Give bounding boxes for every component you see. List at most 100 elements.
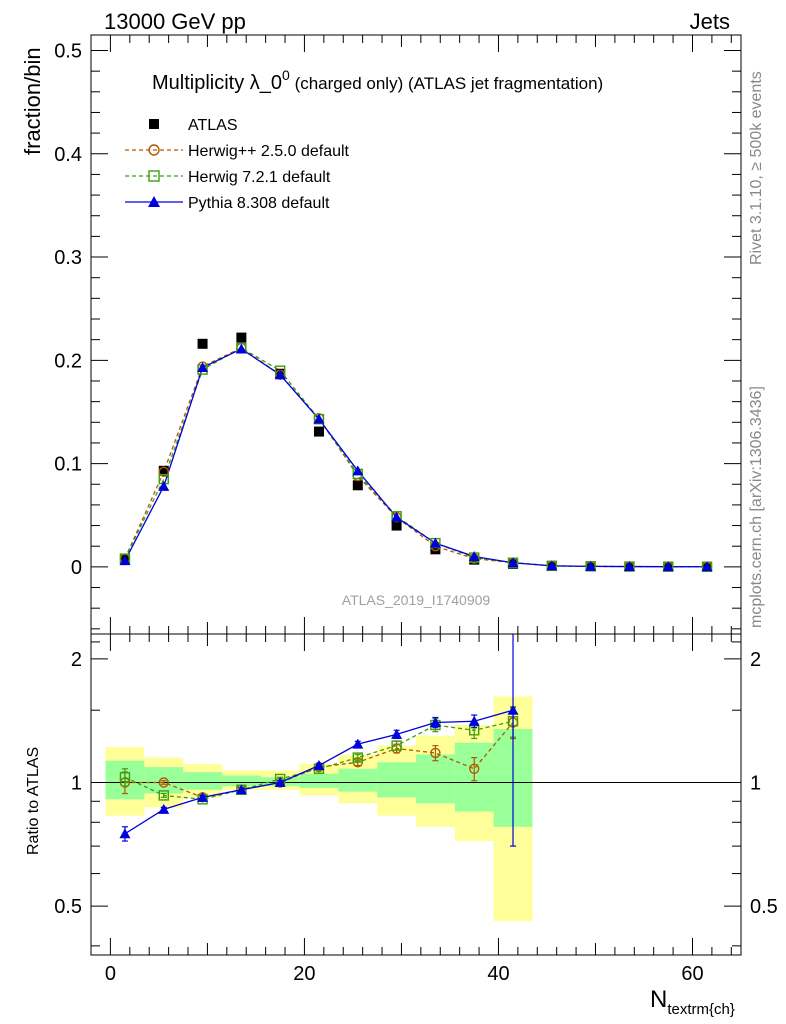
ratio-series-line	[124, 722, 514, 799]
main-axes: 0 0.1 0.2 0.3 0.4 0.5	[54, 34, 742, 635]
main-y-tick-label: 0	[71, 557, 82, 579]
ratio-data-point	[119, 772, 131, 783]
ratio-data-point	[391, 740, 402, 751]
main-data-point	[197, 338, 208, 349]
main-series-line	[124, 347, 708, 568]
main-data-point	[623, 561, 635, 572]
legend-marker	[149, 119, 159, 129]
main-data-point	[430, 544, 441, 555]
green-band-bin	[416, 754, 455, 804]
x-tick-label: 40	[487, 963, 509, 985]
process-label: Jets	[690, 9, 730, 34]
main-data-point	[352, 465, 364, 476]
main-series-1	[119, 342, 713, 572]
x-tick-label: 20	[293, 963, 315, 985]
main-data-point	[158, 480, 170, 491]
plot-title: Multiplicity λ_00 (charged only) (ATLAS …	[152, 67, 603, 94]
green-band-bin	[338, 768, 378, 792]
main-data-point	[391, 511, 403, 522]
main-y-tick-label: 0.5	[54, 40, 82, 62]
ratio-data-point	[158, 803, 170, 814]
ratio-y-tick-label-right: 1	[750, 772, 761, 794]
main-data-point	[158, 465, 169, 476]
main-data-point	[158, 466, 169, 478]
plot-title-superscript: 0	[282, 67, 290, 83]
main-y-tick-label: 0.1	[54, 454, 82, 476]
legend-marker	[148, 170, 160, 182]
x-axis-label-sub: textrm{ch}	[667, 1001, 735, 1018]
ratio-data-point	[197, 791, 209, 802]
main-data-point	[546, 560, 558, 571]
ratio-uncertainty-bands	[91, 696, 741, 921]
ratio-data-point	[469, 763, 480, 774]
main-data-point	[468, 551, 480, 562]
green-band-bin	[221, 775, 261, 787]
plot-title-rest: (charged only) (ATLAS jet fragmentation)	[290, 74, 603, 93]
ratio-data-point	[235, 784, 247, 795]
legend-label: Herwig 7.2.1 default	[188, 169, 331, 186]
ratio-data-point	[430, 747, 441, 759]
ratio-data-point	[158, 777, 169, 788]
legend-label: ATLAS	[188, 117, 238, 134]
ratio-data-point	[468, 715, 480, 726]
rivet-version-label: Rivet 3.1.10, ≥ 500k events	[748, 71, 765, 265]
main-data-point	[197, 362, 209, 373]
main-series-2	[119, 342, 713, 572]
legend-entry: Herwig 7.2.1 default	[125, 169, 331, 186]
x-axis-label: Ntextrm{ch}	[650, 986, 735, 1018]
main-data-point	[313, 413, 325, 424]
main-y-tick-label: 0.3	[54, 247, 82, 269]
main-series-line	[124, 348, 708, 568]
ratio-axes: 0.5 0.51 12 20 20 40 60	[54, 633, 778, 985]
green-band-bin	[299, 773, 339, 788]
ratio-y-tick-label: 2	[71, 649, 82, 671]
main-y-tick-label: 0.4	[54, 144, 82, 166]
ratio-series-group	[119, 634, 519, 847]
main-data-point	[119, 555, 131, 566]
main-data-point	[352, 480, 363, 491]
legend-entry: ATLAS	[149, 117, 238, 134]
main-data-point	[313, 426, 324, 437]
ratio-y-tick-label: 1	[71, 772, 82, 794]
x-tick-label: 60	[681, 963, 703, 985]
legend-entry: Pythia 8.308 default	[125, 195, 330, 212]
ratio-y-tick-label-right: 2	[750, 649, 761, 671]
main-data-point	[585, 560, 597, 571]
ratio-data-point	[119, 828, 131, 839]
ratio-frame	[90, 633, 742, 956]
main-data-point	[701, 561, 713, 572]
green-band-bin	[377, 762, 416, 798]
main-data-point	[507, 557, 519, 568]
ratio-data-point	[429, 717, 441, 728]
main-data-point	[235, 343, 247, 354]
main-series-3	[119, 343, 713, 572]
legend: ATLAS Herwig++ 2.5.0 default Herwig 7.2.1 …	[125, 117, 350, 212]
plot-title-main: Multiplicity λ_0	[152, 72, 282, 94]
ratio-data-point	[313, 760, 325, 771]
energy-label: 13000 GeV pp	[104, 9, 246, 34]
main-y-tick-label: 0.2	[54, 350, 82, 372]
main-data-point	[274, 369, 286, 380]
main-series-0	[119, 332, 713, 572]
main-data-point	[236, 332, 247, 343]
main-series-group	[119, 332, 713, 572]
main-y-axis-label: fraction/bin	[20, 47, 45, 155]
green-band-bin	[183, 772, 222, 790]
ratio-y-tick-label: 0.5	[54, 896, 82, 918]
legend-marker	[148, 144, 160, 156]
mcplots-source-label: mcplots.cern.ch [arXiv:1306.3436]	[748, 386, 765, 628]
ratio-series-2	[119, 634, 519, 847]
ratio-data-point	[274, 776, 286, 787]
legend-entry: Herwig++ 2.5.0 default	[125, 143, 350, 160]
x-axis-label-main: N	[650, 986, 667, 1013]
ratio-y-axis-label: Ratio to ATLAS	[25, 747, 42, 855]
legend-label: Herwig++ 2.5.0 default	[188, 143, 350, 160]
x-tick-label: 0	[105, 963, 116, 985]
main-series-line	[124, 347, 708, 568]
main-data-point	[429, 537, 441, 548]
ratio-data-point	[352, 752, 363, 763]
ratio-data-point	[507, 704, 519, 715]
legend-marker	[148, 196, 160, 207]
ratio-data-point	[391, 728, 403, 739]
